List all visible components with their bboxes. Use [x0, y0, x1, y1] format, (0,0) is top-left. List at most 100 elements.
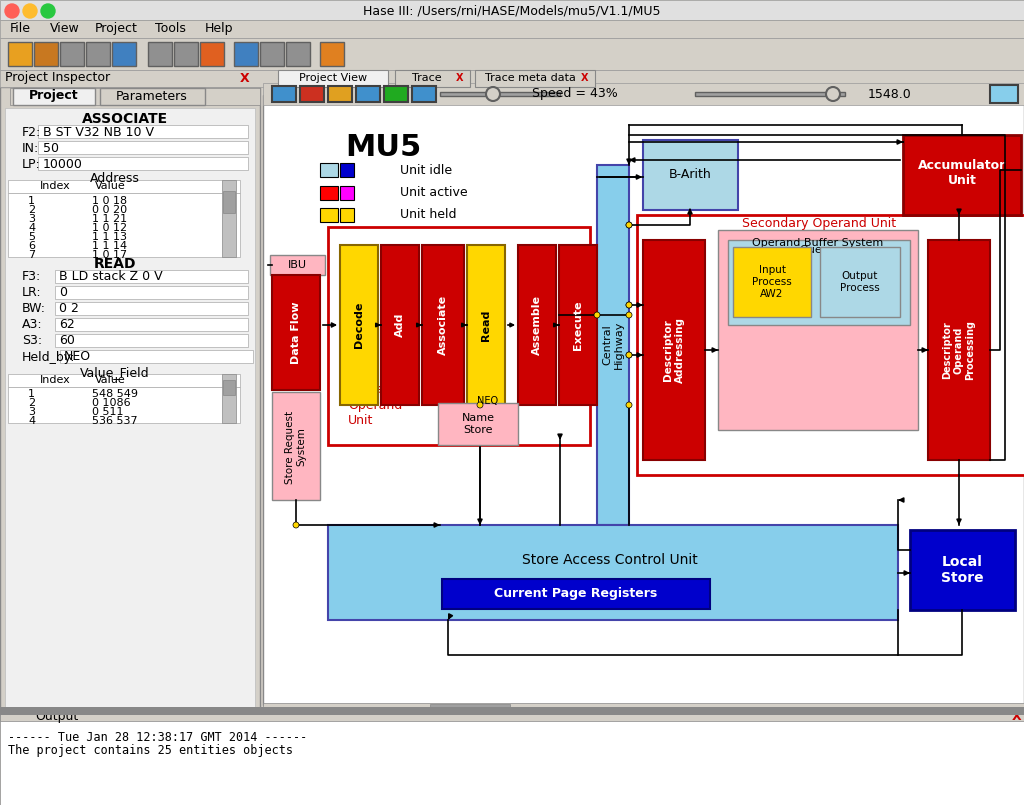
FancyBboxPatch shape	[328, 525, 898, 620]
Text: B ST V32 NB 10 V: B ST V32 NB 10 V	[43, 126, 154, 138]
FancyBboxPatch shape	[263, 83, 1024, 105]
FancyBboxPatch shape	[395, 70, 470, 87]
Text: Read: Read	[481, 309, 490, 341]
FancyBboxPatch shape	[340, 186, 354, 200]
FancyBboxPatch shape	[55, 334, 248, 347]
Text: Tools: Tools	[155, 23, 186, 35]
Text: Project View: Project View	[299, 73, 367, 83]
FancyBboxPatch shape	[8, 374, 240, 387]
FancyBboxPatch shape	[286, 42, 310, 66]
FancyBboxPatch shape	[0, 711, 1024, 721]
FancyBboxPatch shape	[430, 704, 510, 712]
Text: The project contains 25 entities objects: The project contains 25 entities objects	[8, 744, 293, 757]
Text: 50: 50	[43, 142, 59, 155]
FancyBboxPatch shape	[100, 88, 205, 105]
Text: Project Inspector: Project Inspector	[5, 72, 111, 85]
FancyBboxPatch shape	[174, 42, 198, 66]
Text: Value: Value	[95, 375, 126, 385]
Text: 10000: 10000	[43, 158, 83, 171]
Text: Queue: Queue	[800, 245, 837, 255]
FancyBboxPatch shape	[990, 85, 1018, 103]
Text: NEO: NEO	[63, 350, 91, 364]
FancyBboxPatch shape	[319, 186, 338, 200]
Text: 60: 60	[59, 335, 75, 348]
Circle shape	[626, 402, 632, 408]
Text: Decode: Decode	[354, 302, 364, 349]
FancyBboxPatch shape	[200, 42, 224, 66]
FancyBboxPatch shape	[643, 240, 705, 460]
Text: 1 1 14: 1 1 14	[92, 241, 127, 251]
Text: 0 2: 0 2	[59, 303, 79, 316]
Text: 536 537: 536 537	[92, 416, 137, 426]
Text: Trace: Trace	[413, 73, 441, 83]
FancyBboxPatch shape	[263, 95, 1024, 705]
Text: Project: Project	[30, 89, 79, 102]
Text: 1548.0: 1548.0	[868, 88, 912, 101]
Text: LP:: LP:	[22, 158, 41, 171]
Text: Current Page Registers: Current Page Registers	[495, 588, 657, 601]
FancyBboxPatch shape	[340, 163, 354, 177]
Circle shape	[293, 522, 299, 528]
Text: 7: 7	[28, 250, 35, 260]
Text: Help: Help	[205, 23, 233, 35]
Circle shape	[626, 352, 632, 358]
FancyBboxPatch shape	[38, 125, 248, 138]
FancyBboxPatch shape	[597, 165, 629, 525]
FancyBboxPatch shape	[272, 275, 319, 390]
Text: Accumulator
Unit: Accumulator Unit	[918, 159, 1007, 187]
FancyBboxPatch shape	[260, 42, 284, 66]
Text: 3: 3	[28, 407, 35, 417]
FancyBboxPatch shape	[928, 240, 990, 460]
Circle shape	[477, 402, 483, 408]
FancyBboxPatch shape	[422, 245, 464, 405]
FancyBboxPatch shape	[475, 70, 595, 87]
Text: 0 1086: 0 1086	[92, 398, 131, 408]
Text: Store Request
System: Store Request System	[286, 411, 307, 484]
FancyBboxPatch shape	[278, 70, 388, 87]
Text: 1 1 13: 1 1 13	[92, 232, 127, 242]
Text: NEQ: NEQ	[477, 396, 499, 406]
Text: 62: 62	[59, 319, 75, 332]
FancyBboxPatch shape	[0, 70, 1024, 87]
FancyBboxPatch shape	[10, 88, 260, 105]
Text: X: X	[457, 73, 464, 83]
FancyBboxPatch shape	[38, 157, 248, 170]
FancyBboxPatch shape	[148, 42, 172, 66]
Text: Data Flow: Data Flow	[291, 302, 301, 364]
Circle shape	[5, 4, 19, 18]
Text: F2:: F2:	[22, 126, 41, 138]
Text: 1 0 12: 1 0 12	[92, 223, 127, 233]
Circle shape	[23, 4, 37, 18]
Text: ASSOCIATE: ASSOCIATE	[82, 112, 168, 126]
Circle shape	[626, 302, 632, 308]
FancyBboxPatch shape	[438, 403, 518, 445]
FancyBboxPatch shape	[518, 245, 556, 405]
FancyBboxPatch shape	[319, 163, 338, 177]
Text: BW:: BW:	[22, 303, 46, 316]
Text: Primary
Operand
Unit: Primary Operand Unit	[348, 383, 402, 427]
Text: File: File	[10, 23, 31, 35]
Circle shape	[826, 87, 840, 101]
FancyBboxPatch shape	[8, 193, 240, 257]
Circle shape	[626, 222, 632, 228]
FancyBboxPatch shape	[733, 247, 811, 317]
Text: ------ Tue Jan 28 12:38:17 GMT 2014 ------: ------ Tue Jan 28 12:38:17 GMT 2014 ----…	[8, 730, 307, 744]
Circle shape	[486, 87, 500, 101]
FancyBboxPatch shape	[34, 42, 58, 66]
Text: 4: 4	[28, 223, 35, 233]
FancyBboxPatch shape	[384, 86, 408, 102]
Circle shape	[626, 302, 632, 308]
FancyBboxPatch shape	[820, 247, 900, 317]
FancyBboxPatch shape	[222, 180, 236, 257]
Text: Input
Process
AW2: Input Process AW2	[752, 266, 792, 299]
FancyBboxPatch shape	[695, 92, 845, 96]
Text: Execute: Execute	[573, 300, 583, 349]
Text: Unit held: Unit held	[400, 208, 457, 221]
FancyBboxPatch shape	[559, 245, 597, 405]
Text: 2: 2	[28, 205, 35, 215]
Text: Associate: Associate	[438, 295, 449, 355]
Circle shape	[41, 4, 55, 18]
Text: Operand Buffer System: Operand Buffer System	[753, 238, 884, 248]
Text: Index: Index	[40, 181, 71, 191]
Text: 1: 1	[28, 196, 35, 206]
